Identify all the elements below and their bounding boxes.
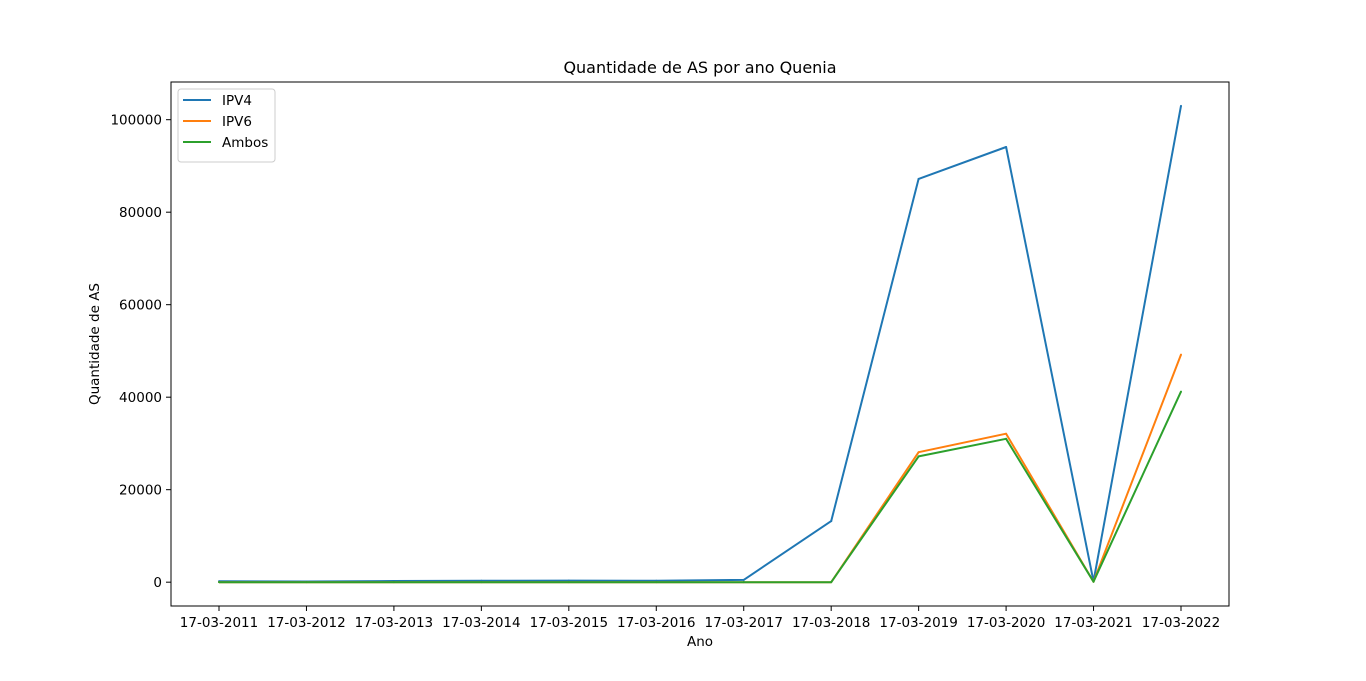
- data-point-ipv4: [1005, 145, 1008, 148]
- data-point-ambos: [305, 581, 308, 584]
- y-tick-label: 20000: [119, 483, 162, 499]
- y-tick-label: 40000: [119, 390, 162, 406]
- y-tick-label: 80000: [119, 205, 162, 221]
- data-point-ambos: [392, 581, 395, 584]
- y-axis-label: Quantidade de AS: [87, 283, 103, 405]
- data-point-ambos: [917, 455, 920, 458]
- data-point-ambos: [830, 581, 833, 584]
- chart-title: Quantidade de AS por ano Quenia: [563, 58, 836, 77]
- y-tick-label: 0: [153, 575, 162, 591]
- data-point-ambos: [655, 581, 658, 584]
- x-tick-label: 17-03-2015: [530, 615, 608, 631]
- data-point-ipv4: [742, 578, 745, 581]
- data-point-ipv6: [1005, 432, 1008, 435]
- data-point-ambos: [1005, 437, 1008, 440]
- data-point-ipv4: [830, 520, 833, 523]
- series-line-ambos: [219, 391, 1182, 584]
- x-tick-label: 17-03-2014: [442, 615, 520, 631]
- x-tick-label: 17-03-2021: [1054, 615, 1132, 631]
- data-point-ipv4: [567, 579, 570, 582]
- y-tick-label: 100000: [110, 113, 162, 129]
- x-tick-label: 17-03-2020: [967, 615, 1045, 631]
- data-point-ambos: [1180, 390, 1182, 393]
- data-point-ipv4: [1180, 104, 1182, 107]
- legend-label-ipv6: IPV6: [222, 114, 252, 130]
- x-tick-label: 17-03-2019: [879, 615, 957, 631]
- legend-box: [177, 88, 276, 163]
- legend-label-ipv4: IPV4: [222, 93, 252, 109]
- x-tick-label: 17-03-2013: [355, 615, 433, 631]
- data-point-ipv4: [917, 177, 920, 180]
- legend-label-ambos: Ambos: [222, 135, 268, 151]
- data-point-ipv6: [917, 451, 920, 454]
- x-tick-label: 17-03-2016: [617, 615, 695, 631]
- legend: IPV4 IPV6 Ambos: [177, 88, 276, 163]
- data-point-ambos: [742, 581, 745, 584]
- data-point-ambos: [567, 581, 570, 584]
- series-line-ipv4: [218, 105, 1182, 583]
- data-point-ipv6: [1180, 353, 1182, 356]
- y-tick-label: 60000: [119, 298, 162, 314]
- x-tick-label: 17-03-2022: [1142, 615, 1220, 631]
- data-point-ambos: [218, 581, 220, 584]
- plot-area: 17-03-2011 17-03-2012 17-03-2013 17-03-2014…: [110, 81, 1230, 631]
- x-tick-label: 17-03-2012: [267, 615, 345, 631]
- x-tick-label: 17-03-2018: [792, 615, 870, 631]
- plot-frame: [170, 81, 1230, 607]
- x-axis-label: Ano: [687, 634, 713, 650]
- x-tick-label: 17-03-2017: [704, 615, 782, 631]
- data-point-ambos: [1092, 580, 1095, 583]
- data-point-ambos: [480, 581, 483, 584]
- x-tick-label: 17-03-2011: [180, 615, 258, 631]
